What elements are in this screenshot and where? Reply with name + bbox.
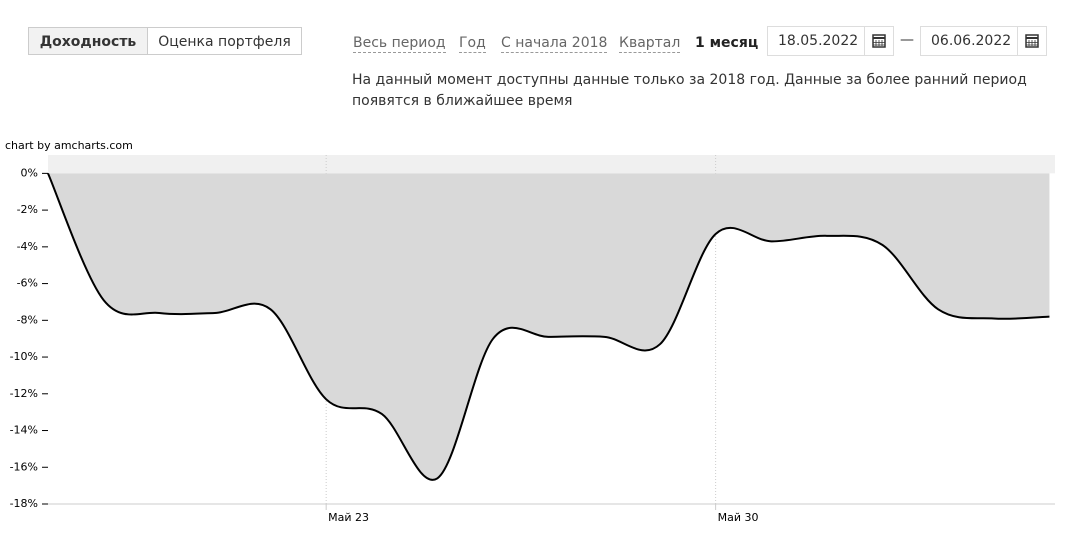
area — [48, 173, 1050, 480]
tab[interactable]: Доходность — [28, 27, 148, 55]
note: На данный момент доступны данные только … — [352, 72, 1027, 109]
y-tick-label: -2% — [17, 203, 38, 216]
date-value: 06.06.2022 — [931, 33, 1012, 49]
credit: chart by amcharts.com — [5, 139, 133, 152]
y-tick-label: -18% — [10, 497, 38, 510]
y-tick-label: -8% — [17, 313, 38, 326]
date-input[interactable]: 06.06.2022 — [920, 26, 1047, 56]
calendar-icon[interactable] — [864, 27, 893, 55]
y-tick-label: -6% — [17, 277, 38, 290]
y-tick-label: -12% — [10, 387, 38, 400]
period-link[interactable]: С начала 2018 — [501, 35, 608, 53]
calendar-icon[interactable] — [1017, 27, 1046, 55]
period-link[interactable]: Весь период — [353, 35, 446, 53]
y-tick-label: -10% — [10, 350, 38, 363]
date-separator: — — [900, 32, 914, 48]
period-link[interactable]: Квартал — [619, 35, 681, 53]
period-link[interactable]: Год — [459, 35, 486, 53]
period-link[interactable]: 1 месяц — [695, 35, 759, 51]
y-tick-label: 0% — [21, 166, 38, 179]
date-value: 18.05.2022 — [778, 33, 859, 49]
date-input[interactable]: 18.05.2022 — [767, 26, 894, 56]
plot-top-band — [48, 155, 1055, 174]
x-tick-label: Май 30 — [718, 511, 759, 524]
x-tick-label: Май 23 — [328, 511, 369, 524]
y-tick-label: -16% — [10, 460, 38, 473]
tab[interactable]: Оценка портфеля — [147, 27, 302, 55]
line — [47, 172, 1050, 481]
y-tick-label: -4% — [17, 240, 38, 253]
y-tick-label: -14% — [10, 424, 38, 437]
